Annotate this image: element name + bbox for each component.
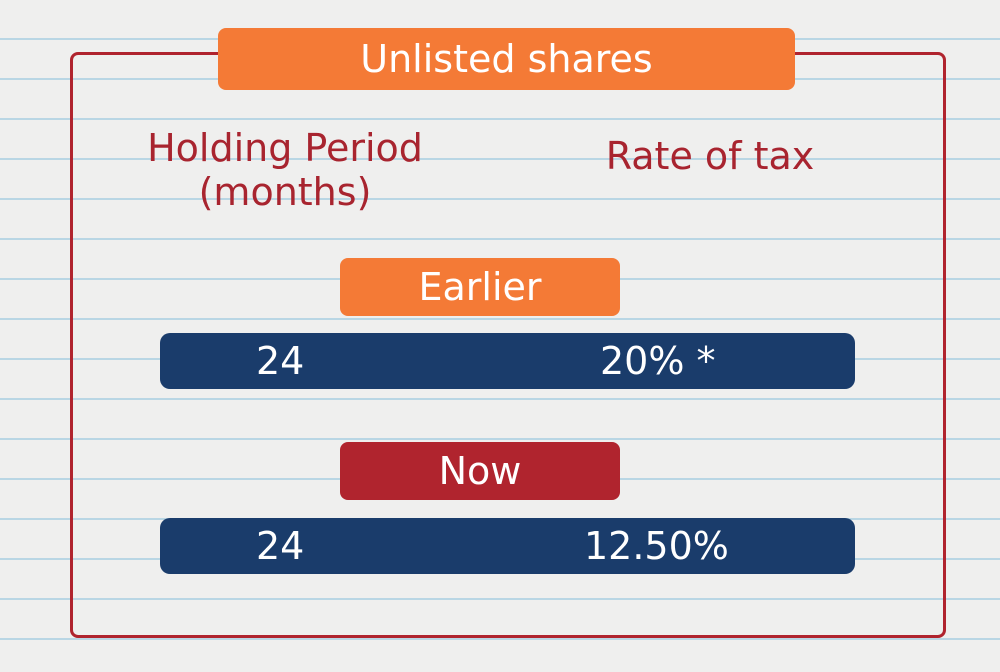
section-label: Earlier bbox=[340, 258, 620, 316]
title: Unlisted shares bbox=[218, 28, 795, 90]
holding-period: 24 bbox=[256, 524, 305, 568]
tax-rate: 20% * bbox=[600, 339, 716, 383]
holding-period: 24 bbox=[256, 339, 305, 383]
section-label: Now bbox=[340, 442, 620, 500]
row: 24 12.50% bbox=[160, 518, 855, 574]
column-header: Holding Period (months) bbox=[147, 126, 423, 214]
tax-rate: 12.50% bbox=[584, 524, 729, 568]
column-header: Rate of tax bbox=[605, 134, 815, 178]
row: 24 20% * bbox=[160, 333, 855, 389]
